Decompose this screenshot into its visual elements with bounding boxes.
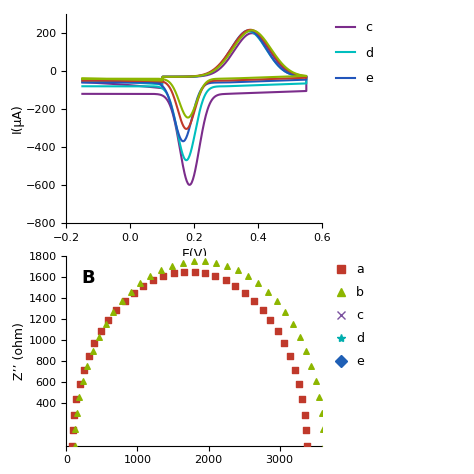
Point bbox=[157, 266, 164, 274]
Text: B: B bbox=[82, 269, 95, 287]
Legend: c, d, e: c, d, e bbox=[331, 16, 378, 91]
Point bbox=[80, 366, 88, 374]
Point bbox=[320, 442, 328, 449]
Point bbox=[73, 395, 80, 403]
Point bbox=[180, 268, 188, 276]
Point bbox=[255, 280, 262, 287]
Point bbox=[212, 259, 220, 267]
Point bbox=[112, 306, 120, 313]
Point bbox=[234, 266, 242, 274]
Point bbox=[130, 289, 137, 296]
Point bbox=[250, 297, 258, 304]
Point bbox=[212, 273, 219, 280]
Point bbox=[201, 258, 209, 265]
Point bbox=[85, 353, 92, 360]
Point bbox=[245, 272, 252, 280]
Point bbox=[118, 298, 126, 305]
Point bbox=[127, 288, 135, 295]
Point bbox=[121, 297, 128, 304]
Point bbox=[295, 381, 303, 388]
Point bbox=[201, 270, 209, 277]
Point bbox=[104, 316, 112, 324]
Point bbox=[69, 426, 76, 434]
Point bbox=[75, 393, 83, 401]
Point bbox=[146, 272, 154, 280]
Point bbox=[89, 347, 96, 355]
Point bbox=[70, 411, 78, 419]
Point bbox=[241, 289, 249, 296]
Point bbox=[170, 270, 177, 277]
Point bbox=[312, 377, 319, 384]
Point bbox=[223, 262, 231, 270]
Point bbox=[91, 339, 98, 347]
X-axis label: E(V): E(V) bbox=[181, 248, 208, 261]
Point bbox=[302, 347, 310, 355]
Point bbox=[281, 339, 288, 347]
Point bbox=[139, 282, 147, 290]
Point bbox=[73, 409, 81, 417]
Point bbox=[95, 333, 102, 341]
Point bbox=[222, 276, 229, 284]
Point bbox=[274, 328, 282, 335]
Point bbox=[232, 282, 239, 290]
Point bbox=[109, 309, 117, 316]
Point bbox=[316, 393, 323, 401]
Point bbox=[318, 409, 326, 417]
Point bbox=[296, 333, 304, 341]
Point bbox=[259, 306, 266, 313]
Point bbox=[76, 381, 83, 388]
Legend: a, b, c, d, e: a, b, c, d, e bbox=[331, 258, 369, 374]
Point bbox=[79, 377, 87, 384]
Point bbox=[159, 273, 167, 280]
Point bbox=[291, 366, 299, 374]
Point bbox=[168, 262, 175, 270]
Point bbox=[137, 280, 144, 287]
Point bbox=[303, 442, 310, 449]
Point bbox=[264, 288, 272, 295]
Point bbox=[289, 320, 297, 328]
Y-axis label: I(μA): I(μA) bbox=[10, 104, 23, 133]
Point bbox=[149, 276, 157, 284]
Point bbox=[68, 442, 76, 449]
Y-axis label: Z’’ (ohm): Z’’ (ohm) bbox=[13, 322, 26, 380]
Point bbox=[282, 309, 289, 316]
Point bbox=[97, 328, 105, 335]
Point bbox=[190, 258, 198, 265]
Point bbox=[301, 411, 309, 419]
Point bbox=[273, 298, 281, 305]
Point bbox=[308, 362, 315, 369]
Point bbox=[179, 259, 186, 267]
Point bbox=[302, 426, 310, 434]
Point bbox=[267, 316, 274, 324]
Point bbox=[191, 268, 199, 276]
Point bbox=[299, 395, 306, 403]
Point bbox=[72, 425, 79, 433]
Point bbox=[319, 425, 327, 433]
Point bbox=[286, 353, 294, 360]
Point bbox=[71, 442, 79, 449]
Point bbox=[83, 362, 91, 369]
Point bbox=[102, 320, 109, 328]
